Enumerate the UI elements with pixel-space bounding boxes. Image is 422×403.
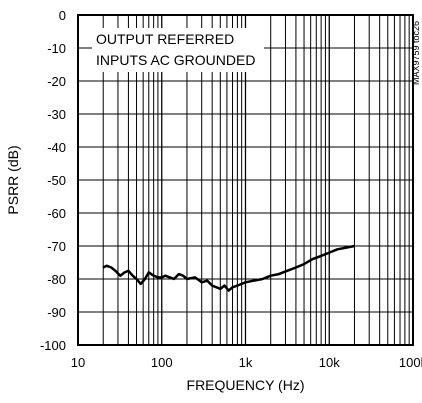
x-tick-label: 1k bbox=[239, 355, 253, 370]
x-tick-label: 10k bbox=[319, 355, 340, 370]
y-tick-label: -50 bbox=[47, 173, 66, 188]
y-tick-label: -80 bbox=[47, 272, 66, 287]
plot-frame bbox=[77, 14, 414, 346]
y-tick-label: -10 bbox=[47, 41, 66, 56]
y-tick-label: -100 bbox=[40, 338, 66, 353]
figure-id-label: MAX9759 toc26 bbox=[411, 21, 421, 85]
x-tick-label: 100 bbox=[151, 355, 173, 370]
annotation-line-2: INPUTS AC GROUNDED bbox=[96, 52, 255, 68]
x-axis: 10 100 1k 10k 100k bbox=[71, 355, 422, 370]
y-tick-label: -30 bbox=[47, 107, 66, 122]
x-tick-label: 10 bbox=[71, 355, 85, 370]
y-tick-label: -70 bbox=[47, 239, 66, 254]
y-tick-label: -90 bbox=[47, 305, 66, 320]
x-tick-label: 100k bbox=[399, 355, 422, 370]
y-tick-label: -40 bbox=[47, 140, 66, 155]
y-tick-label: 0 bbox=[59, 8, 66, 23]
psrr-series-line bbox=[102, 244, 355, 292]
y-tick-label: -20 bbox=[47, 74, 66, 89]
annotation-line-1: OUTPUT REFERRED bbox=[96, 31, 234, 47]
annotation-background bbox=[92, 28, 264, 72]
y-axis-label: PSRR (dB) bbox=[5, 145, 21, 214]
y-axis: 0 -10 -20 -30 -40 -50 -60 -70 -80 -90 -100 bbox=[40, 8, 66, 353]
x-axis-label: FREQUENCY (Hz) bbox=[187, 377, 305, 393]
y-tick-label: -60 bbox=[47, 206, 66, 221]
